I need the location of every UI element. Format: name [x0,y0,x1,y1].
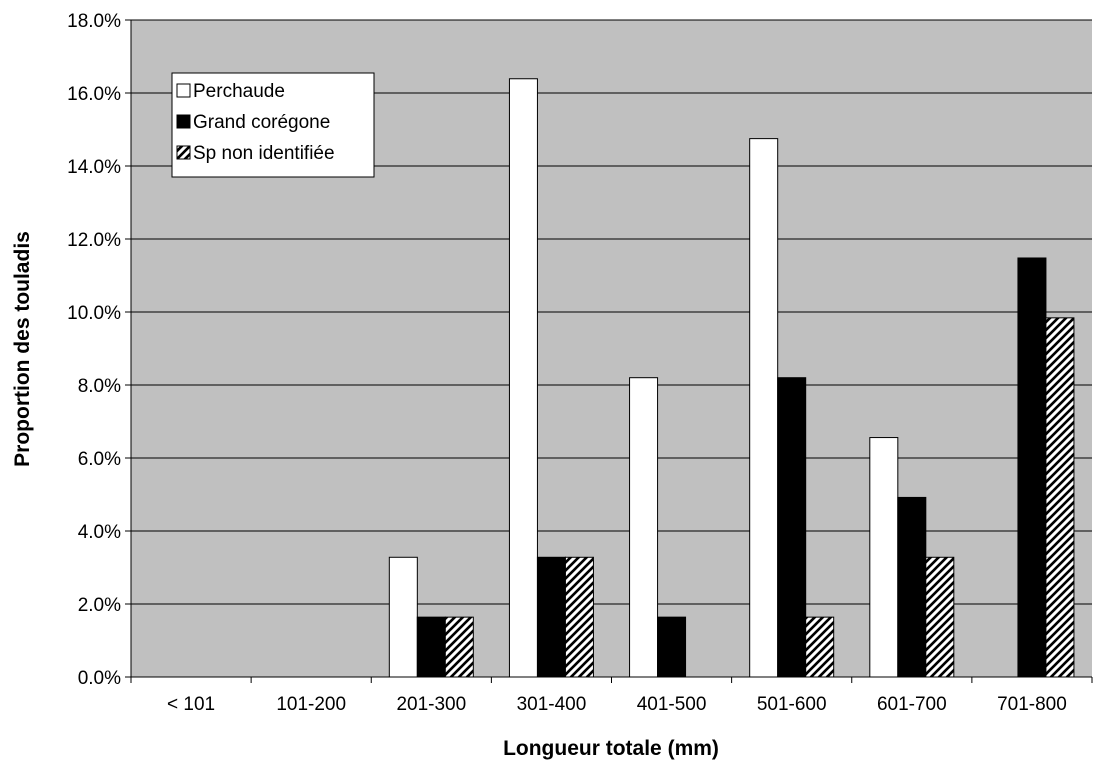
legend-swatch [176,83,191,98]
x-tick-label: 301-400 [517,694,587,715]
y-tick-label: 12.0% [67,230,121,251]
bar [536,556,566,678]
y-tick-label: 18.0% [67,11,121,32]
legend-swatch [176,145,191,160]
bars [388,78,1075,678]
bar [805,616,835,678]
y-tick-label: 4.0% [78,522,121,543]
legend-box [171,72,375,178]
x-tick-label: 401-500 [637,694,707,715]
y-tick-labels: 0.0% 2.0% 4.0% 6.0% 8.0% 10.0% 12.0% 14.0% 16.0%… [67,11,131,689]
legend-label: Perchaude [193,81,285,102]
bar [657,616,687,678]
x-tick-label: 601-700 [877,694,947,715]
bar [416,616,446,678]
legend-label: Grand corégone [193,112,330,133]
x-tick-label: 201-300 [396,694,466,715]
bar [925,556,955,678]
x-axis-title: Longueur totale (mm) [503,737,719,760]
legend: Perchaude Grand corégone Sp non identifiée [171,72,375,178]
y-tick-label: 14.0% [67,157,121,178]
y-axis-title: Proportion des touladis [11,231,34,467]
y-tick-label: 16.0% [67,84,121,105]
y-tick-label: 6.0% [78,449,121,470]
x-tick-label: 701-800 [997,694,1067,715]
bar [777,377,807,678]
x-tick-label: 101-200 [276,694,346,715]
x-tick-label: < 101 [167,694,215,715]
bar [749,138,779,678]
bar [629,377,659,678]
x-tick-labels: < 101 101-200 201-300 301-400 401-500 501-600… [130,677,1093,715]
bar [1017,257,1047,678]
legend-label: Sp non identifiée [193,143,335,164]
bar [869,437,899,678]
x-tick-label: 501-600 [757,694,827,715]
legend-swatch [176,114,191,129]
y-tick-label: 8.0% [78,376,121,397]
bar [897,496,927,678]
bar [388,556,418,678]
y-tick-label: 0.0% [78,668,121,689]
y-tick-label: 2.0% [78,595,121,616]
bar [508,78,538,678]
bar [444,616,474,678]
bar [564,556,594,678]
bar [1045,317,1075,678]
y-tick-label: 10.0% [67,303,121,324]
